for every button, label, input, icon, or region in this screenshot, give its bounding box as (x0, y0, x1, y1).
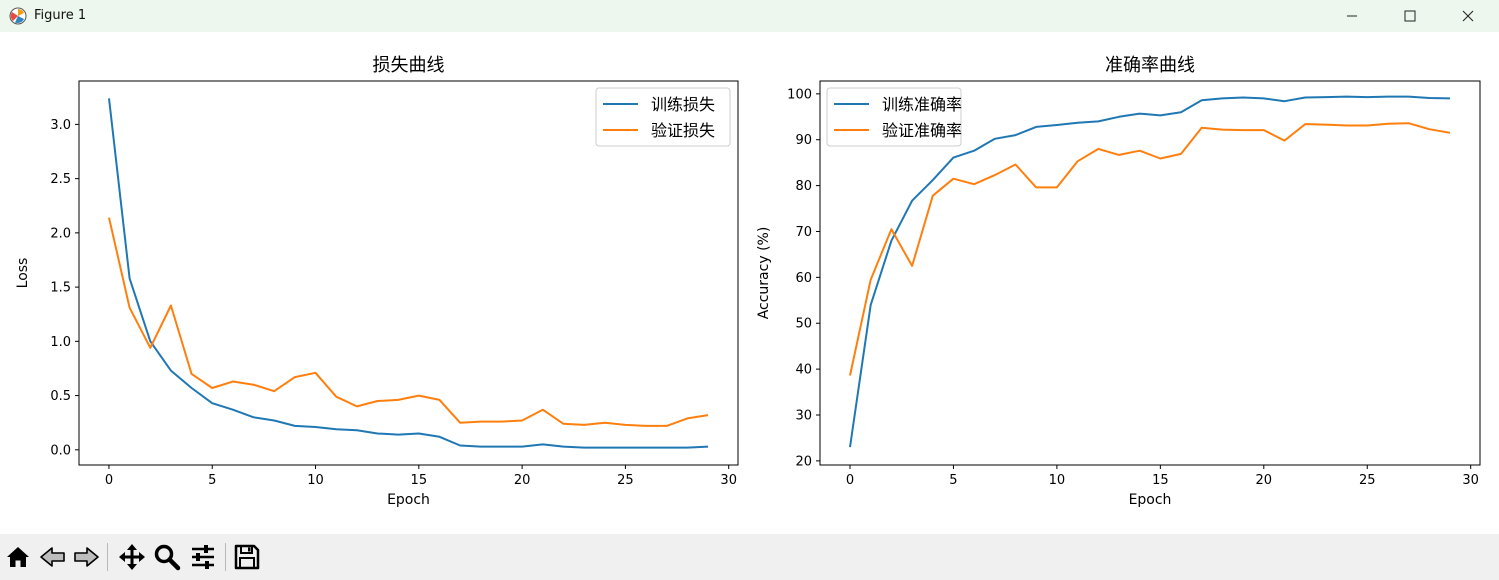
x-axis-label: Epoch (1129, 492, 1172, 508)
legend-label: 验证准确率 (882, 121, 962, 140)
x-tick-label: 5 (949, 473, 957, 488)
save-button[interactable] (232, 542, 262, 572)
y-tick-label: 100 (787, 87, 812, 102)
x-tick-label: 15 (411, 473, 428, 488)
y-tick-label: 3.0 (50, 118, 71, 133)
matplotlib-app-icon (9, 7, 27, 25)
navigation-toolbar (0, 534, 1499, 580)
y-tick-label: 30 (795, 408, 812, 423)
home-icon (7, 547, 29, 567)
figure-canvas[interactable]: 损失曲线 0 5 10 15 20 25 30 0.0 0.5 1.0 1.5 2.0 2.5 3.0 Epo… (0, 32, 1499, 534)
x-tick-label: 25 (1359, 473, 1376, 488)
y-tick-label: 40 (795, 363, 812, 378)
y-tick-label: 2.0 (50, 226, 71, 241)
y-tick-label: 80 (795, 179, 812, 194)
maximize-icon (1404, 10, 1416, 22)
minimize-button[interactable] (1329, 0, 1375, 32)
forward-button[interactable] (71, 542, 101, 572)
y-tick-label: 20 (795, 454, 812, 469)
y-tick-label: 60 (795, 271, 812, 286)
x-tick-label: 20 (514, 473, 531, 488)
zoom-icon (154, 544, 181, 571)
toolbar-separator (225, 543, 226, 571)
zoom-button[interactable] (152, 542, 182, 572)
series-line-validation (108, 217, 709, 427)
y-tick-label: 1.5 (50, 281, 71, 296)
series-line-validation (849, 122, 1451, 376)
close-button[interactable] (1445, 0, 1491, 32)
save-icon (234, 544, 260, 570)
back-button[interactable] (38, 542, 68, 572)
legend-label: 训练准确率 (882, 95, 962, 114)
y-tick-label: 70 (795, 225, 812, 240)
close-icon (1462, 10, 1474, 22)
series-line-train (108, 98, 709, 449)
back-arrow-icon (40, 547, 65, 567)
y-tick-label: 50 (795, 317, 812, 332)
y-tick-label: 90 (795, 133, 812, 148)
legend-label: 验证损失 (651, 121, 715, 140)
x-tick-label: 10 (1049, 473, 1066, 488)
maximize-button[interactable] (1387, 0, 1433, 32)
y-tick-label: 0.5 (50, 389, 71, 404)
legend-label: 训练损失 (651, 95, 715, 114)
legend-box (595, 87, 731, 147)
series-line-train (849, 95, 1451, 448)
configure-subplots-icon (192, 545, 214, 569)
y-tick-label: 1.0 (50, 335, 71, 350)
x-tick-label: 10 (307, 473, 324, 488)
x-tick-label: 30 (1462, 473, 1479, 488)
y-tick-label: 2.5 (50, 172, 71, 187)
x-tick-label: 30 (720, 473, 737, 488)
window-title: Figure 1 (34, 8, 87, 23)
x-tick-label: 20 (1256, 473, 1273, 488)
pan-icon (119, 544, 145, 570)
x-axis-label: Epoch (387, 492, 430, 508)
configure-subplots-button[interactable] (188, 542, 218, 572)
x-tick-label: 15 (1152, 473, 1169, 488)
chart-title: 准确率曲线 (1105, 55, 1195, 76)
legend-box (826, 87, 962, 147)
chart-title: 损失曲线 (373, 55, 445, 76)
x-tick-label: 0 (105, 473, 113, 488)
toolbar-separator (107, 543, 108, 571)
accuracy-chart: 准确率曲线 0 5 10 15 20 25 30 20 30 40 50 60 70 80 90 100 Epoc… (756, 55, 1481, 508)
x-tick-label: 0 (846, 473, 854, 488)
x-tick-label: 25 (617, 473, 634, 488)
y-tick-label: 0.0 (50, 443, 71, 458)
y-axis-label: Accuracy (%) (756, 227, 772, 320)
forward-arrow-icon (74, 547, 99, 567)
home-button[interactable] (3, 542, 33, 572)
loss-chart: 损失曲线 0 5 10 15 20 25 30 0.0 0.5 1.0 1.5 2.0 2.5 3.0 Epo… (15, 55, 739, 508)
x-tick-label: 5 (208, 473, 216, 488)
minimize-icon (1347, 15, 1357, 17)
y-axis-label: Loss (15, 258, 31, 289)
window-titlebar: Figure 1 (0, 0, 1499, 32)
pan-button[interactable] (117, 542, 147, 572)
